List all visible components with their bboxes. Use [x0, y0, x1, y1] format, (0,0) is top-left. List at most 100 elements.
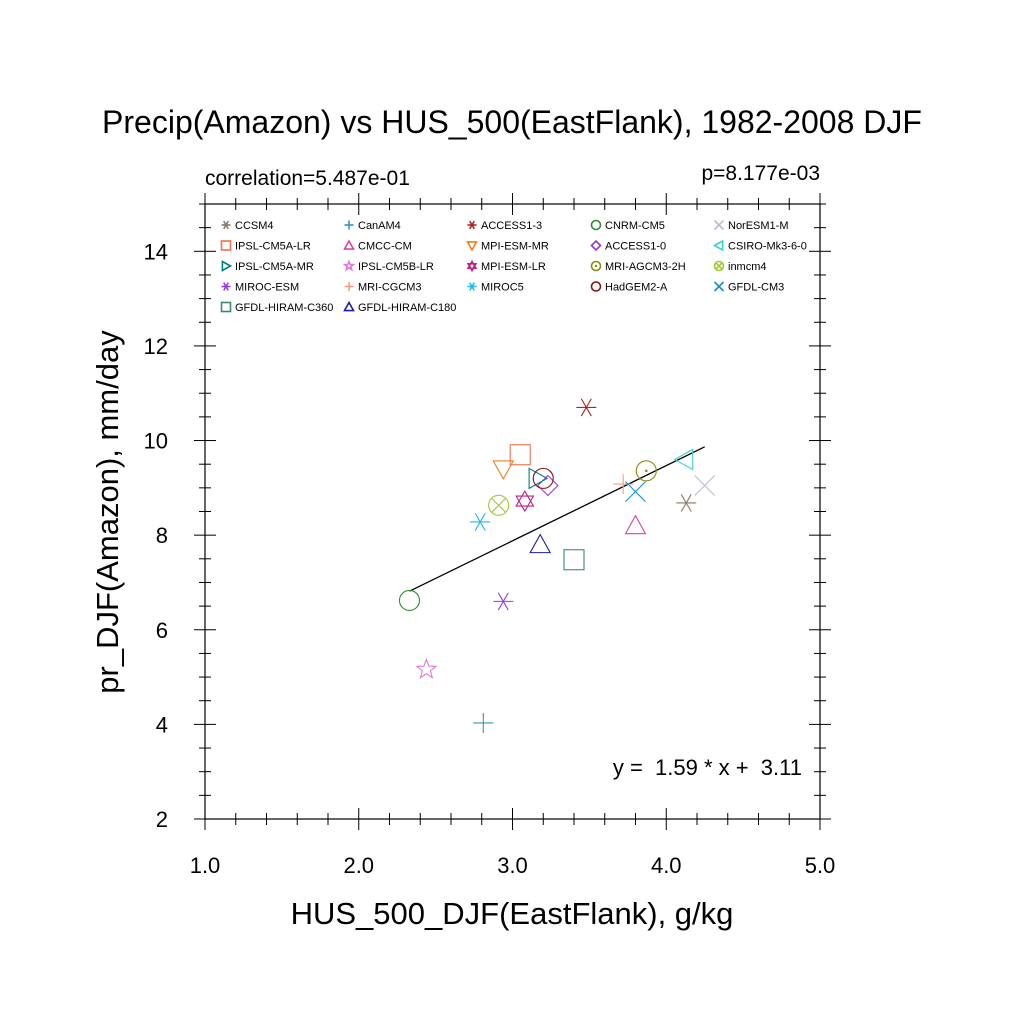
- legend-item: GFDL-HIRAM-C180: [343, 300, 456, 314]
- legend: CCSM4 CanAM4 ACCESS1-3 CNRM-CM5 NorESM1-M IPS…: [220, 219, 807, 314]
- x-tick-labels: 1.0 2.0 3.0 4.0 5.0: [190, 853, 836, 878]
- y-tick-label: 2: [156, 807, 168, 832]
- data-point-cmcc-cm: [624, 514, 647, 535]
- data-point-gfdl-hiram-c360: [563, 549, 585, 571]
- legend-item: GFDL-CM3: [713, 281, 784, 294]
- legend-marker-icon: [466, 259, 478, 273]
- legend-marker-icon: [713, 281, 725, 292]
- legend-item: CanAM4: [344, 220, 401, 232]
- axis-ticks: [194, 193, 831, 830]
- data-point-canam4: [473, 712, 494, 733]
- legend-marker-icon: [221, 260, 233, 272]
- legend-item: CCSM4: [221, 220, 274, 232]
- y-tick-label: 8: [156, 523, 168, 548]
- y-tick-labels: 2 4 6 8 10 12 14: [144, 239, 168, 832]
- legend-label: GFDL-CM3: [728, 282, 784, 294]
- legend-marker-icon: [221, 282, 231, 291]
- legend-label: MRI-AGCM3-2H: [605, 261, 686, 273]
- legend-marker-icon: [713, 260, 725, 272]
- data-markers: [398, 398, 716, 733]
- data-point-mpi-esm-mr: [492, 460, 515, 481]
- data-point-gfdl-cm3: [625, 481, 646, 503]
- legend-label: MIROC5: [481, 282, 524, 294]
- y-axis-label: pr_DJF(Amazon), mm/day: [90, 330, 125, 694]
- legend-marker-icon: [220, 301, 232, 313]
- legend-item: ACCESS1-3: [467, 220, 542, 232]
- legend-label: CanAM4: [358, 220, 401, 232]
- legend-marker-icon: [220, 240, 232, 251]
- legend-label: inmcm4: [728, 261, 767, 273]
- x-axis-label: HUS_500_DJF(EastFlank), g/kg: [291, 896, 734, 931]
- legend-marker-icon: [467, 220, 477, 230]
- legend-label: MPI-ESM-MR: [481, 241, 549, 253]
- y-tick-label: 12: [144, 334, 168, 359]
- legend-marker-icon: [343, 239, 355, 250]
- x-tick-label: 1.0: [190, 853, 221, 878]
- legend-marker-icon: [713, 219, 725, 231]
- chart-title: Precip(Amazon) vs HUS_500(EastFlank), 19…: [102, 104, 922, 140]
- legend-label: CNRM-CM5: [605, 220, 665, 232]
- legend-item: CNRM-CM5: [590, 219, 665, 232]
- legend-marker-icon: [590, 239, 602, 252]
- legend-marker-icon: [590, 260, 602, 272]
- legend-label: IPSL-CM5B-LR: [358, 261, 434, 273]
- legend-item: MPI-ESM-MR: [466, 241, 549, 253]
- legend-item: IPSL-CM5A-MR: [221, 260, 314, 273]
- x-tick-label: 4.0: [651, 853, 682, 878]
- legend-marker-icon: [221, 220, 231, 230]
- data-point-ccsm4: [676, 494, 697, 512]
- legend-label: GFDL-HIRAM-C360: [235, 302, 333, 314]
- legend-marker-icon: [590, 219, 602, 231]
- legend-label: MPI-ESM-LR: [481, 261, 546, 273]
- data-point-cnrm-cm5: [398, 589, 421, 611]
- legend-label: GFDL-HIRAM-C180: [358, 302, 456, 314]
- legend-item: IPSL-CM5B-LR: [342, 259, 434, 273]
- legend-marker-icon: [343, 300, 355, 312]
- y-tick-label: 4: [156, 712, 168, 737]
- legend-label: NorESM1-M: [728, 220, 789, 232]
- data-point-csiro-mk3-6-0: [673, 448, 694, 471]
- y-tick-label: 10: [144, 429, 168, 454]
- data-point-miroc-esm: [493, 592, 514, 611]
- legend-label: IPSL-CM5A-MR: [235, 261, 314, 273]
- data-point-inmcm4: [488, 494, 510, 516]
- legend-item: HadGEM2-A: [590, 281, 668, 294]
- x-tick-label: 5.0: [805, 853, 836, 878]
- legend-label: HadGEM2-A: [605, 282, 668, 294]
- legend-label: CCSM4: [235, 220, 274, 232]
- data-point-miroc5: [470, 512, 491, 531]
- x-tick-label: 3.0: [497, 853, 528, 878]
- y-tick-label: 6: [156, 618, 168, 643]
- legend-item: CSIRO-Mk3-6-0: [712, 239, 807, 253]
- plot-area: [204, 203, 821, 820]
- legend-item: CMCC-CM: [343, 239, 412, 253]
- correlation-label: correlation=5.487e-01: [205, 167, 410, 190]
- legend-label: CSIRO-Mk3-6-0: [728, 241, 807, 253]
- x-tick-label: 2.0: [343, 853, 374, 878]
- legend-item: ACCESS1-0: [590, 239, 666, 253]
- data-point-ipsl-cm5b-lr: [415, 657, 438, 679]
- legend-item: MIROC5: [467, 282, 524, 294]
- legend-item: MIROC-ESM: [221, 282, 299, 294]
- data-point-noresm1-m: [694, 475, 716, 496]
- regression-line: [409, 446, 705, 592]
- data-point-gfdl-hiram-c180: [529, 533, 552, 554]
- y-tick-label: 14: [144, 239, 168, 264]
- legend-item: NorESM1-M: [713, 219, 789, 232]
- data-point-access1-3: [576, 398, 597, 417]
- legend-item: MRI-CGCM3: [344, 282, 422, 294]
- data-point-ipsl-cm5a-lr: [509, 444, 531, 466]
- legend-label: MIROC-ESM: [235, 282, 299, 294]
- data-point-mpi-esm-lr: [515, 489, 535, 513]
- legend-label: MRI-CGCM3: [358, 282, 422, 294]
- legend-label: CMCC-CM: [358, 241, 412, 253]
- legend-item: MPI-ESM-LR: [466, 259, 546, 273]
- legend-label: ACCESS1-0: [605, 241, 666, 253]
- legend-marker-icon: [467, 282, 477, 291]
- legend-label: IPSL-CM5A-LR: [235, 241, 311, 253]
- legend-marker-icon: [344, 282, 354, 291]
- legend-label: ACCESS1-3: [481, 220, 542, 232]
- legend-item: MRI-AGCM3-2H: [590, 260, 686, 273]
- legend-marker-icon: [466, 241, 478, 252]
